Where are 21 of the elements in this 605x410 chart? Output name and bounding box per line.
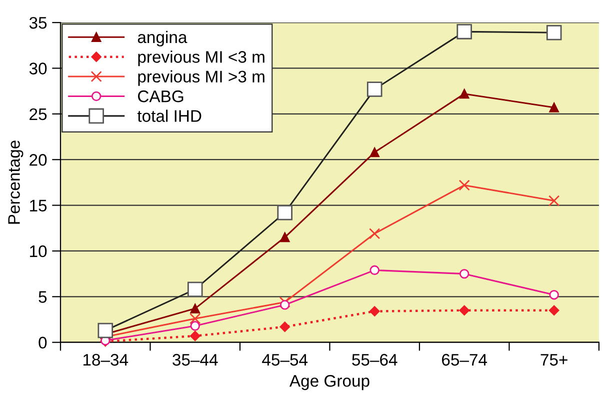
y-axis-title: Percentage (8, 140, 24, 224)
x-tick-label: 35–44 (172, 354, 218, 366)
x-tick-label: 65–74 (442, 354, 488, 366)
legend-label: total IHD (137, 110, 202, 122)
x-tick-label: 45–54 (262, 354, 308, 366)
y-tick-label: 10 (30, 245, 47, 258)
legend-label: previous MI >3 m (138, 70, 264, 86)
y-tick-label: 35 (29, 16, 47, 29)
y-tick-label: 5 (38, 291, 47, 303)
y-tick-label: 0 (38, 336, 47, 349)
x-axis-title: Age Group (289, 374, 370, 390)
y-tick-label: 15 (30, 200, 47, 212)
x-tick-label: 75+ (540, 354, 568, 366)
x-tick-label: 18–34 (83, 354, 128, 366)
legend-label: angina (138, 30, 188, 46)
y-tick-label: 30 (29, 62, 47, 74)
y-tick-label: 25 (30, 108, 47, 120)
legend-label: CABG (138, 90, 184, 102)
legend-label: previous MI <3 m (138, 50, 264, 66)
x-tick-label: 55–64 (352, 354, 398, 366)
y-tick-label: 20 (30, 154, 47, 166)
